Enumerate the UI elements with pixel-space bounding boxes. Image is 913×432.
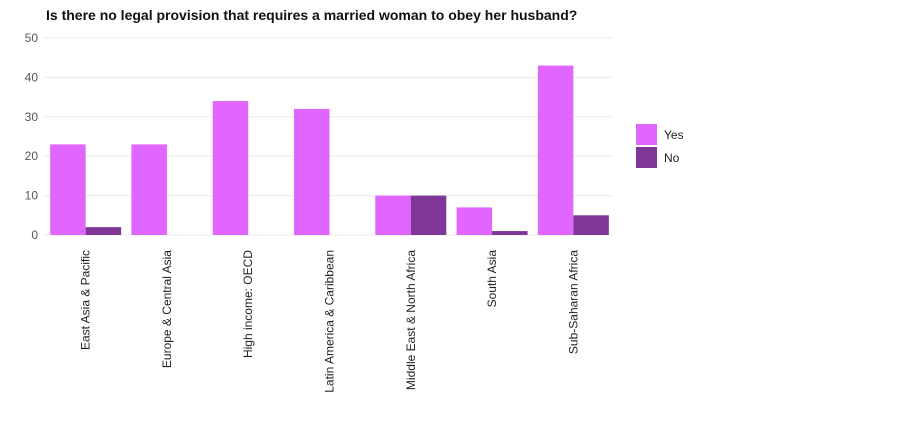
x-tick-label: East Asia & Pacific xyxy=(79,250,93,350)
y-tick-label: 50 xyxy=(25,31,39,45)
bar-no xyxy=(573,215,609,235)
y-tick-label: 30 xyxy=(25,110,39,124)
bar-yes xyxy=(537,65,574,235)
legend-label-no: No xyxy=(664,151,680,165)
x-tick-label: South Asia xyxy=(485,250,499,308)
x-axis: East Asia & Pacific Europe & Central Asia… xyxy=(79,250,581,393)
bar-yes xyxy=(456,207,493,235)
chart-title: Is there no legal provision that require… xyxy=(46,7,577,23)
y-axis: 0 10 20 30 40 50 xyxy=(25,31,39,242)
bar-no xyxy=(85,227,122,235)
legend-swatch-no xyxy=(636,147,657,168)
y-tick-label: 40 xyxy=(25,70,39,84)
y-tick-label: 20 xyxy=(25,149,39,163)
x-tick-label: Middle East & North Africa xyxy=(404,250,418,390)
legend-label-yes: Yes xyxy=(664,128,684,142)
x-tick-label: Sub-Saharan Africa xyxy=(566,250,580,354)
legend: Yes No xyxy=(636,124,684,168)
bar-yes xyxy=(375,195,411,235)
bar-no xyxy=(492,231,528,235)
y-tick-label: 10 xyxy=(25,189,39,203)
bar-yes xyxy=(212,101,249,235)
bars xyxy=(50,65,609,235)
legend-swatch-yes xyxy=(636,124,657,145)
bar-yes xyxy=(294,108,330,235)
bar-yes xyxy=(131,144,167,235)
x-tick-label: Europe & Central Asia xyxy=(160,250,174,368)
bar-yes xyxy=(50,144,86,235)
y-tick-label: 0 xyxy=(31,228,38,242)
bar-no xyxy=(410,195,447,235)
x-tick-label: High income: OECD xyxy=(241,250,255,358)
x-tick-label: Latin America & Caribbean xyxy=(323,250,337,393)
